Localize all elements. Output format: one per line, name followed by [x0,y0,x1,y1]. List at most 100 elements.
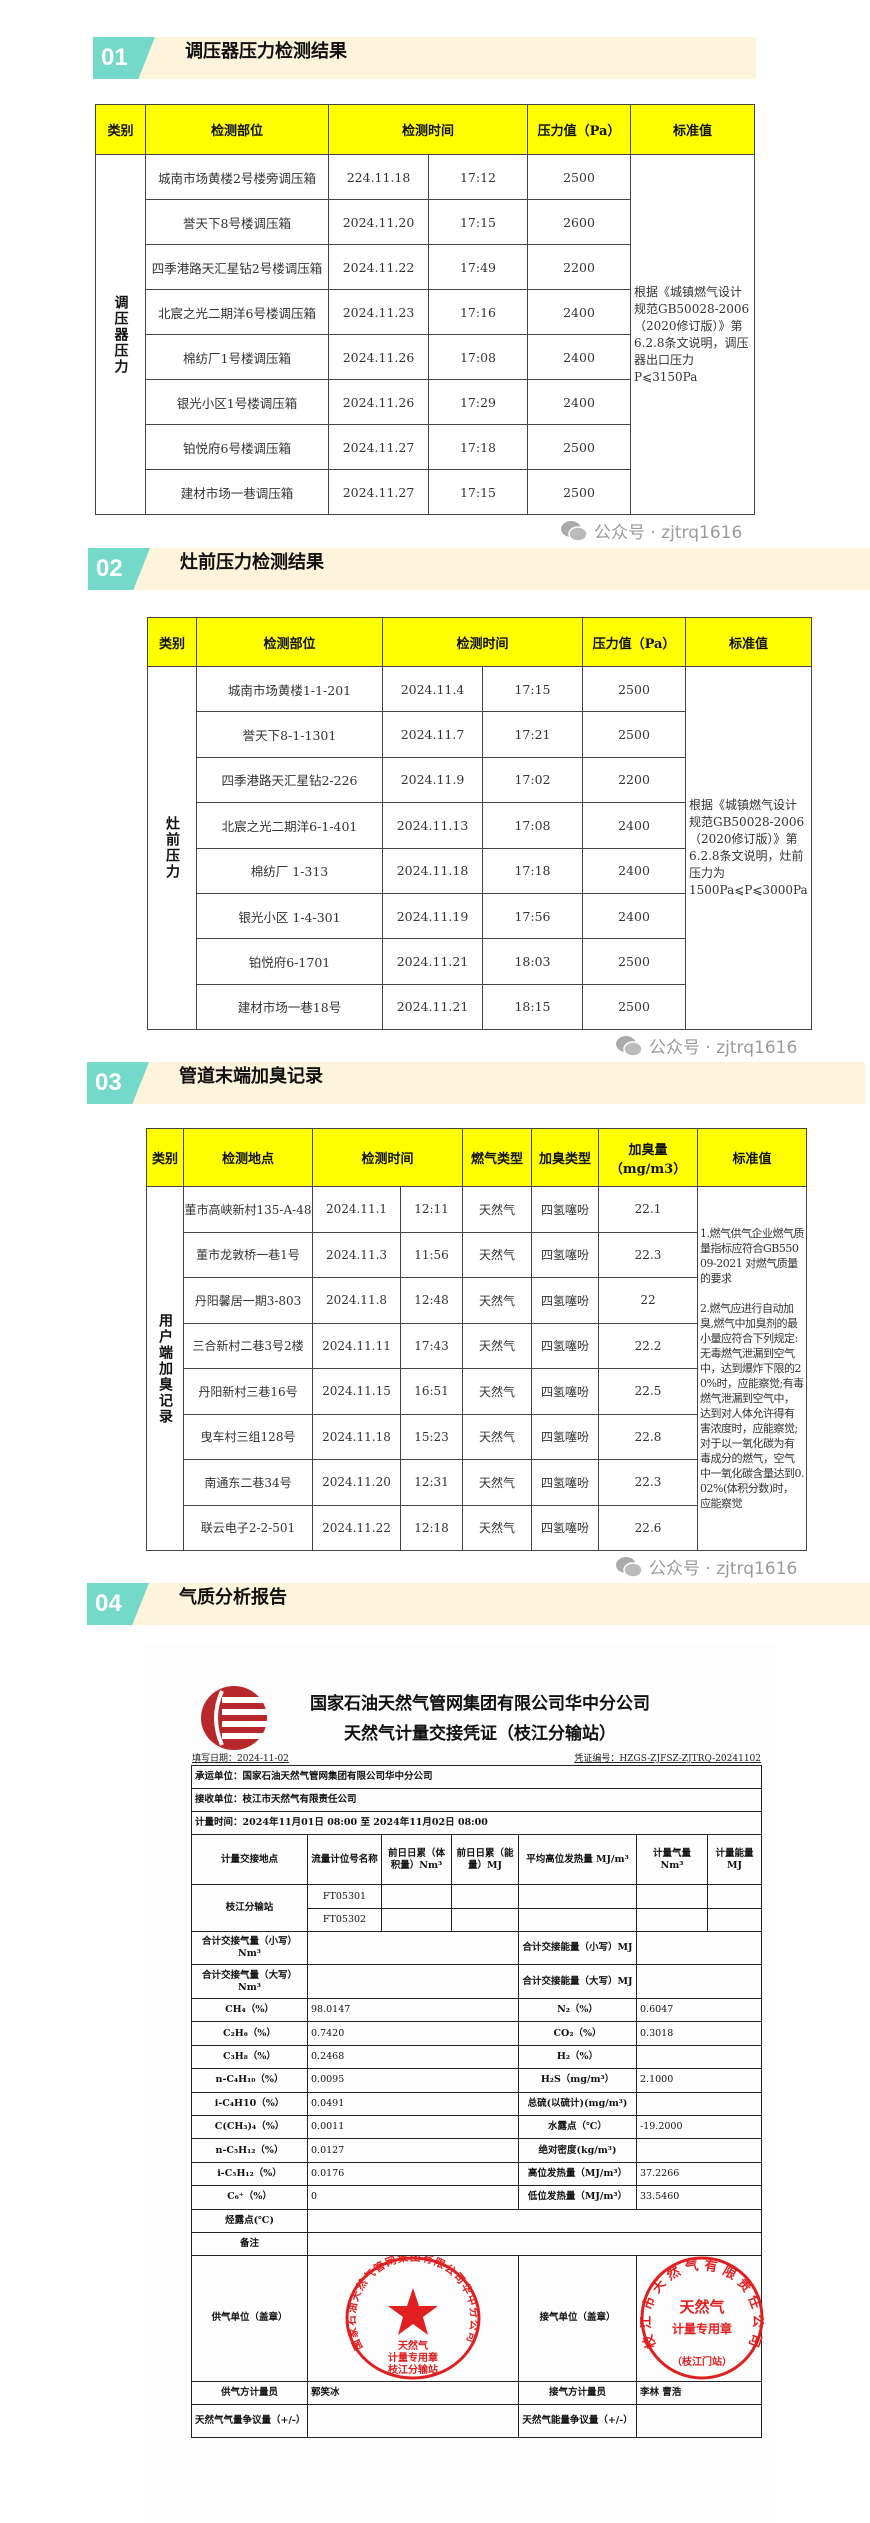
standard-cell: 1.燃气供气企业燃气质量指标应符合GB55009-2021 对燃气质量的要求 2… [697,1186,808,1551]
watermark: 公众号 · zjtrq1616 [560,518,742,543]
header-standard: 标准值 [697,1128,808,1187]
gas-cell: 天然气 [462,1322,533,1369]
header-pressure: 压力值（Pa） [527,104,632,155]
watermark-text: 公众号 · zjtrq1616 [649,1559,798,1579]
cell [518,1908,637,1932]
component-label: H₂（%） [518,2044,637,2070]
component-label: CH₄（%） [191,1997,308,2023]
time-cell: 17:18 [481,847,584,894]
category-cell: 灶前压力 [147,665,197,1031]
table-row: 南通东二巷34号 2024.11.20 12:31 天然气 四氢噻吩 22.3 [147,1459,807,1506]
header-avg-heat: 平均高位发热量 MJ/m³ [518,1834,637,1885]
supplier-stamp: 国家石油天然气管网集团有限公司华中分公司 天然气 计量专用章 枝江分输站 [345,2256,481,2380]
component-label: i-C₄H10（%） [191,2091,308,2116]
date-cell: 2024.11.18 [312,1413,401,1460]
table-row: 曳车村三组128号 2024.11.18 15:23 天然气 四氢噻吩 22.8 [147,1413,807,1460]
voucher-number: 凭证编号：HZGS-ZJFSZ-ZJTRQ-20241102 [574,1754,761,1764]
component-label: 低位发热量（MJ/m³） [518,2185,637,2210]
time-cell: 12:18 [399,1504,464,1551]
cell [518,1884,637,1909]
gas-cell: 天然气 [462,1368,533,1415]
composition-row: CH₄（%） 98.0147 N₂（%） 0.6047 [191,1997,763,2023]
date-cell: 2024.11.19 [382,892,483,940]
time-cell: 17:08 [427,334,529,380]
table-row: 三合新村二巷3号2楼 2024.11.11 17:43 天然气 四氢噻吩 22.2 [147,1322,807,1369]
date-cell: 2024.11.26 [328,379,429,425]
header-category: 类别 [95,104,146,155]
table-row: 四季港路天汇星钻2号楼调压箱 2024.11.22 17:49 2200 [96,244,755,290]
wechat-icon [616,1556,643,1578]
report-company: 国家石油天然气管网集团有限公司华中分公司 [310,1694,650,1714]
time-cell: 12:31 [399,1459,464,1506]
time-cell: 17:21 [481,711,584,758]
location-cell: 北宸之光二期洋6-1-401 [196,802,383,849]
standard-cell: 根据《城镇燃气设计规范GB50028-2006（2020修订版）》第6.2.8条… [630,154,756,515]
time-cell: 16:51 [399,1368,464,1415]
pressure-cell: 2500 [582,665,687,713]
total-energy-big-label: 合计交接能量（大写）MJ [518,1964,637,1999]
supplier-meter-name: 郭笑冰 [307,2380,519,2405]
wechat-icon [561,520,588,542]
total-volume-big-label: 合计交接气量（大写）Nm³ [191,1964,308,1999]
component-value [635,2138,763,2163]
date-cell: 2024.11.7 [382,711,483,758]
component-value: 0.0095 [307,2068,519,2093]
stamp-line3: 枝江分输站 [387,2363,438,2376]
location-cell: 棉纺厂 1-313 [196,847,383,894]
component-value: 33.5460 [635,2185,763,2210]
component-label: i-C₅H₁₂（%） [191,2161,308,2187]
table-row: 铂悦府6号楼调压箱 2024.11.27 17:18 2500 [96,424,755,470]
amount-cell: 22.6 [598,1504,699,1551]
pressure-cell: 2400 [527,289,632,335]
section-banner-02: 02 灶前压力检测结果 [88,548,870,590]
location-cell: 棉纺厂1号楼调压箱 [145,334,329,380]
odorant-cell: 四氢噻吩 [531,1459,600,1506]
time-cell: 17:49 [427,244,529,290]
section-number: 04 [87,1583,149,1625]
meter-id: FT05301 [307,1884,382,1909]
header-odorant-type: 加臭类型 [531,1128,600,1187]
location-cell: 董市高峡新村135-A-48 [183,1186,313,1233]
location-cell: 董市龙敦桥一巷1号 [183,1231,313,1278]
location-cell: 建材市场一巷18号 [196,983,383,1031]
time-cell: 17:12 [427,154,529,200]
header-pressure: 压力值（Pa） [582,617,687,667]
time-cell: 11:56 [399,1231,464,1278]
stove-pressure-table: 类别 检测部位 检测时间 压力值（Pa） 标准值 灶前压力 城南市场黄楼1-1-2… [147,617,813,1031]
location-cell: 建材市场一巷调压箱 [145,469,329,515]
date-cell: 2024.11.27 [328,469,429,515]
gas-cell: 天然气 [462,1504,533,1551]
section-title: 灶前压力检测结果 [180,552,324,573]
pressure-cell: 2500 [582,711,687,758]
location-cell: 丹阳馨居一期3-803 [183,1277,313,1324]
odorant-cell: 四氢噻吩 [531,1186,600,1233]
section-banner-04: 04 气质分析报告 [87,1583,870,1625]
component-label: N₂（%） [518,1997,637,2023]
header-gas-type: 燃气类型 [462,1128,533,1187]
table-row: 誉天下8-1-1301 2024.11.7 17:21 2500 [148,711,812,758]
component-value: 0.0127 [307,2138,519,2163]
odorant-cell: 四氢噻吩 [531,1413,600,1460]
pressure-cell: 2400 [582,802,687,849]
component-value: 0.7420 [307,2021,519,2046]
supplier-seal-cell: 国家石油天然气管网集团有限公司华中分公司 天然气 计量专用章 枝江分输站 [307,2254,519,2382]
date-cell: 2024.11.3 [312,1231,401,1278]
component-value: 0.2468 [307,2044,519,2070]
table-row: 董市龙敦桥一巷1号 2024.11.3 11:56 天然气 四氢噻吩 22.3 [147,1231,807,1278]
carrier-row: 承运单位：国家石油天然气管网集团有限公司华中分公司 [190,1765,763,1789]
header-prev-volume: 前日日累（体积量）Nm³ [381,1834,452,1885]
component-value: 0 [307,2185,519,2210]
component-value: 0.0011 [307,2114,519,2140]
table-row: 丹阳馨居一期3-803 2024.11.8 12:48 天然气 四氢噻吩 22 [147,1277,807,1324]
receiver-seal-cell: 枝江市天然气有限责任公司 天然气 计量专用章 （枝江门站） [635,2254,764,2382]
odorant-cell: 四氢噻吩 [531,1277,600,1324]
cell [636,1908,708,1932]
watermark-text: 公众号 · zjtrq1616 [649,1038,798,1059]
cell [451,1884,519,1909]
cell [307,1931,519,1965]
odorization-table: 类别 检测地点 检测时间 燃气类型 加臭类型 加臭量（mg/m3） 标准值 用户… [146,1128,808,1551]
time-cell: 17:15 [427,199,529,245]
location-cell: 铂悦府6-1701 [196,938,383,985]
header-volume: 计量气量 Nm³ [636,1834,708,1885]
header-odorant-amount: 加臭量（mg/m3） [598,1128,699,1187]
